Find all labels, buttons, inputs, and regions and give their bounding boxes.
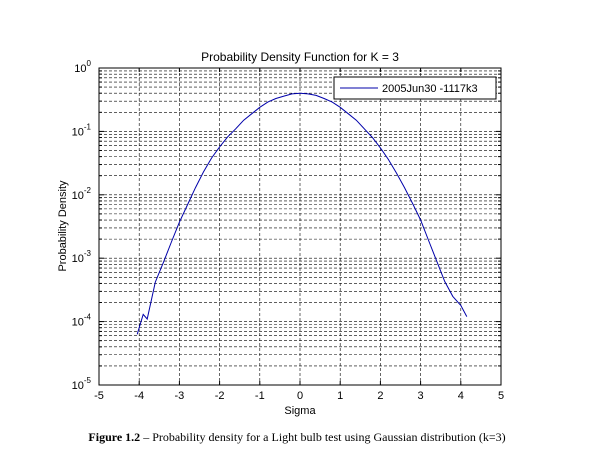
- x-tick-label: 5: [498, 390, 504, 402]
- x-tick-label: -5: [94, 390, 104, 402]
- x-tick-label: 2: [377, 390, 383, 402]
- x-tick-label: 3: [418, 390, 424, 402]
- axis-ticks: [98, 67, 502, 386]
- y-tick-label: 100: [74, 59, 91, 75]
- y-tick-label: 10-5: [72, 376, 92, 392]
- y-axis-label: Probability Density: [57, 180, 69, 272]
- figure-caption: Figure 1.2 – Probability density for a L…: [0, 430, 594, 445]
- x-tick-label: 1: [337, 390, 343, 402]
- legend: 2005Jun30 -1117k3: [333, 76, 497, 100]
- x-tick-label: -3: [175, 390, 185, 402]
- chart-title: Probability Density Function for K = 3: [201, 50, 399, 64]
- x-axis-label: Sigma: [284, 405, 316, 417]
- legend-entry-label: 2005Jun30 -1117k3: [382, 83, 478, 95]
- x-tick-label: -1: [255, 390, 265, 402]
- y-tick-label: 10-3: [72, 249, 92, 265]
- y-tick-label: 10-1: [72, 122, 92, 138]
- series-line: [136, 92, 468, 335]
- figure-caption-label: Figure 1.2: [88, 430, 141, 444]
- tick-labels: -5 -4 -3 -2 -1 0 1 2 3 4 5 10-5 10-4 10-3 10-2 10-1 100: [72, 59, 504, 402]
- x-tick-label: -2: [215, 390, 225, 402]
- legend-box: [333, 76, 497, 100]
- figure-caption-text: – Probability density for a Light bulb t…: [140, 430, 506, 444]
- series-lines: [136, 92, 468, 335]
- x-tick-label: -4: [134, 390, 144, 402]
- y-tick-label: 10-2: [72, 186, 92, 202]
- x-tick-label: 0: [297, 390, 303, 402]
- x-tick-label: 4: [458, 390, 464, 402]
- y-tick-label: 10-4: [72, 313, 92, 329]
